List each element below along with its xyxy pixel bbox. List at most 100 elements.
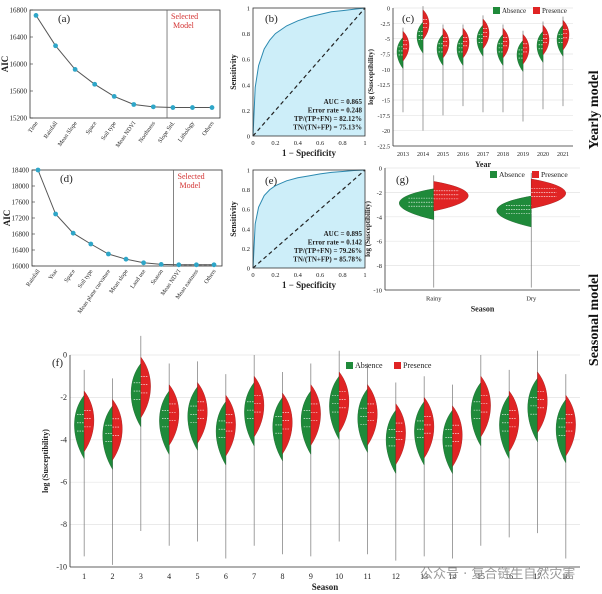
aic-point	[33, 13, 39, 18]
violin-absence	[74, 394, 85, 460]
violin-presence	[422, 9, 430, 41]
roc-stat: AUC = 0.865	[324, 98, 363, 106]
legend-label-absence: Absence	[502, 7, 526, 15]
x-tick-label: 16	[505, 572, 513, 581]
x-tick-label: Rainfall	[42, 120, 59, 140]
violin-presence	[395, 403, 406, 466]
x-tick-label: Slope Std.	[157, 120, 176, 144]
violin-presence	[338, 371, 349, 434]
y-tick-label: 18400	[12, 167, 30, 175]
aic-point	[92, 81, 98, 87]
panel-label: (b)	[265, 13, 278, 25]
y-tick-label: 0.4	[242, 226, 251, 233]
panel-e: 00 0.2 0.2 0.4 0.4 0.6 0.6 0.8 0.8 1 1 1 − Specific…	[229, 168, 367, 291]
violin-absence	[272, 396, 283, 462]
panel-g: 0 -2 -4 -6 -8 -10 Rainy Dry Season log (Susceptib…	[364, 166, 580, 314]
x-tick-label: Season	[150, 269, 165, 286]
y-tick-label: -10	[56, 563, 67, 572]
y-tick-label: 0	[247, 266, 250, 273]
violin-absence	[357, 388, 368, 454]
x-axis-label: Season	[471, 305, 495, 314]
x-tick-label: Mean Slope	[57, 120, 79, 147]
x-tick-label: Year	[48, 269, 59, 282]
y-tick-label: 0	[387, 7, 390, 13]
roc-curve	[252, 7, 366, 137]
diagonal-reference	[252, 169, 366, 269]
x-tick-label: 1	[363, 140, 366, 147]
legend-label-presence: Presence	[541, 170, 568, 179]
x-axis-label: 1 − Specificity	[282, 280, 337, 290]
x-tick-label: 10	[335, 572, 343, 581]
x-tick-label: Space	[85, 120, 98, 135]
violin-absence	[102, 405, 113, 471]
violin-absence	[414, 401, 425, 466]
violin-presence	[480, 375, 491, 438]
y-tick-label: 1	[247, 6, 250, 13]
y-tick-label: -22.5	[378, 145, 391, 151]
y-tick-label: 0.6	[242, 207, 251, 214]
x-tick-label: 0.8	[339, 272, 347, 279]
x-tick-label: Rainy	[426, 296, 442, 303]
y-tick-label: 18000	[12, 183, 30, 191]
violin-presence	[433, 181, 469, 212]
x-tick-label: 2015	[437, 152, 449, 158]
y-tick-label: -2	[60, 393, 67, 402]
aic-point	[141, 260, 147, 266]
violin-absence	[496, 195, 532, 228]
y-tick-label: -8	[377, 263, 382, 270]
violin-presence	[522, 33, 530, 65]
y-tick-label: 16800	[12, 231, 30, 239]
x-tick-label: 8	[281, 572, 285, 581]
violin-presence	[542, 24, 550, 56]
legend-swatch-presence	[533, 7, 540, 14]
panel-c: 0 -2.5 -5 -7.5 -10 -12.5 -15 -17.5 -20 -22.5 2013 2…	[367, 6, 573, 169]
plot-frame	[252, 7, 366, 137]
x-tick-label: 5	[196, 572, 200, 581]
y-tick-label: 17600	[12, 199, 30, 207]
y-tick-label: 15600	[10, 88, 28, 96]
violin-presence	[83, 390, 94, 453]
seasonal-model-label: Seasonal model	[587, 274, 602, 366]
x-tick-label: 2016	[457, 152, 469, 158]
panel-f: 0-2-4-6-8-101 2 3 4 5 6 7 8 9 10 11 12 13 14 15 16 17 18S…	[41, 335, 580, 592]
x-tick-label: 1	[82, 572, 86, 581]
x-tick-label: 0.2	[271, 140, 279, 147]
x-axis-label: Season	[312, 582, 339, 592]
x-tick-label: Mean plane curvature	[77, 268, 112, 315]
panel-a: 15200 15600 16000 16400 16800 AIC (a) Time Rainf…	[0, 7, 221, 149]
x-tick-label: Others	[204, 268, 218, 285]
violin-presence	[565, 394, 576, 457]
x-tick-label: Lithology	[178, 121, 196, 144]
x-tick-label: 0.2	[271, 272, 279, 279]
legend-label-presence: Presence	[542, 7, 567, 15]
y-tick-label: -6	[377, 239, 383, 246]
y-axis-label: log (Susceptibility)	[364, 200, 372, 256]
violin-absence	[556, 24, 564, 57]
y-tick-label: 0	[379, 166, 382, 173]
x-tick-label: 0.6	[316, 140, 325, 147]
y-tick-label: -20	[382, 129, 390, 135]
y-axis-label: log (Susceptibility)	[367, 48, 375, 104]
legend-label-absence: Absence	[499, 170, 525, 179]
x-axis-label: 1 − Specificity	[282, 148, 337, 158]
y-tick-label: -10	[382, 68, 390, 74]
violin-presence	[367, 384, 378, 446]
y-axis-label: Sensitivity	[229, 54, 238, 90]
y-tick-label: -12.5	[378, 83, 391, 89]
plot-frame	[252, 169, 366, 269]
y-tick-label: -10	[373, 288, 382, 295]
y-tick-label: -4	[377, 214, 383, 221]
roc-stat: AUC = 0.895	[324, 230, 363, 238]
x-tick-label: 7	[252, 572, 256, 581]
y-tick-label: -15	[382, 99, 390, 105]
x-tick-label: 0	[251, 272, 254, 279]
violin-absence	[456, 33, 464, 67]
x-axis-label: Year	[475, 160, 491, 169]
violin-presence	[452, 405, 463, 468]
y-tick-label: -8	[60, 520, 67, 529]
violin-absence	[476, 24, 484, 57]
selected-model-text: Selected	[178, 172, 205, 181]
diagonal-reference	[252, 7, 366, 137]
y-tick-label: -4	[60, 435, 67, 444]
